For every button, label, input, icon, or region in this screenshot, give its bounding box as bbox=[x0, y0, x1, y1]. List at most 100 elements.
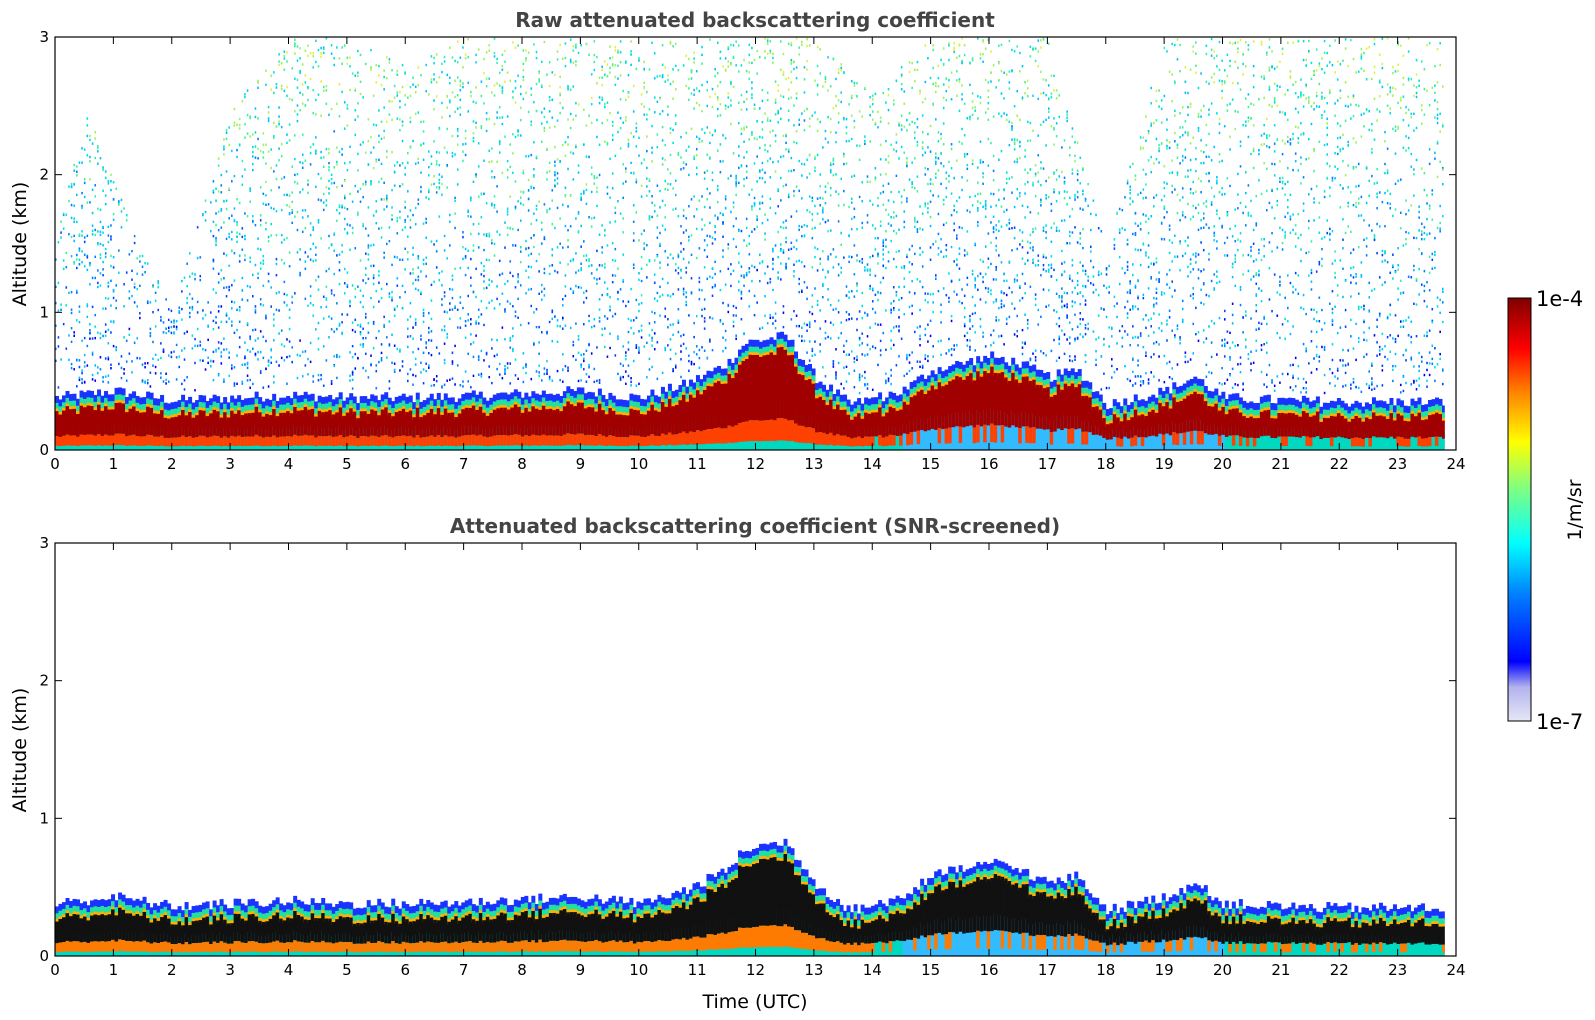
noise-pixel bbox=[393, 171, 396, 174]
noise-pixel bbox=[877, 110, 879, 114]
noise-pixel bbox=[414, 206, 417, 210]
noise-pixel bbox=[249, 386, 251, 389]
noise-pixel bbox=[703, 224, 706, 227]
noise-pixel bbox=[751, 46, 753, 50]
noise-pixel bbox=[822, 211, 824, 214]
noise-pixel bbox=[619, 98, 622, 101]
noise-pixel bbox=[908, 248, 911, 251]
noise-pixel bbox=[785, 236, 787, 240]
noise-pixel bbox=[60, 358, 62, 361]
noise-pixel bbox=[262, 284, 265, 287]
noise-pixel bbox=[609, 45, 611, 48]
noise-pixel bbox=[961, 301, 963, 305]
noise-pixel bbox=[1024, 216, 1026, 219]
noise-pixel bbox=[811, 114, 814, 117]
noise-pixel bbox=[333, 63, 336, 67]
noise-pixel bbox=[540, 242, 543, 245]
noise-pixel bbox=[887, 213, 890, 216]
noise-pixel bbox=[498, 302, 501, 306]
noise-pixel bbox=[740, 318, 743, 321]
noise-pixel bbox=[278, 63, 280, 67]
noise-pixel bbox=[91, 229, 94, 233]
noise-pixel bbox=[703, 171, 706, 174]
noise-pixel bbox=[322, 165, 325, 169]
noise-pixel bbox=[740, 290, 743, 294]
noise-pixel bbox=[774, 101, 777, 104]
noise-pixel bbox=[1053, 268, 1055, 272]
noise-pixel bbox=[816, 299, 819, 303]
noise-pixel bbox=[669, 153, 672, 157]
noise-pixel bbox=[470, 90, 472, 94]
noise-pixel bbox=[551, 264, 554, 267]
noise-pixel bbox=[462, 257, 464, 261]
noise-pixel bbox=[580, 224, 582, 228]
noise-pixel bbox=[561, 298, 564, 301]
noise-pixel bbox=[795, 324, 798, 328]
noise-pixel bbox=[312, 304, 315, 307]
noise-pixel bbox=[646, 113, 648, 116]
noise-pixel bbox=[690, 77, 693, 80]
noise-pixel bbox=[984, 301, 987, 304]
noise-pixel bbox=[816, 129, 819, 133]
noise-pixel bbox=[70, 291, 73, 294]
noise-pixel bbox=[948, 300, 950, 303]
noise-pixel bbox=[646, 185, 648, 188]
noise-pixel bbox=[548, 170, 551, 173]
noise-pixel bbox=[869, 284, 871, 288]
noise-pixel bbox=[459, 98, 462, 102]
noise-pixel bbox=[446, 73, 449, 77]
noise-pixel bbox=[703, 239, 706, 242]
noise-pixel bbox=[892, 148, 895, 151]
noise-pixel bbox=[664, 143, 667, 147]
noise-pixel bbox=[611, 242, 614, 245]
noise-pixel bbox=[998, 112, 1000, 115]
noise-pixel bbox=[351, 378, 354, 382]
noise-pixel bbox=[1047, 176, 1050, 179]
noise-pixel bbox=[506, 210, 509, 213]
noise-pixel bbox=[480, 216, 483, 219]
noise-pixel bbox=[669, 172, 672, 175]
noise-pixel bbox=[231, 249, 233, 252]
noise-pixel bbox=[688, 173, 690, 177]
noise-pixel bbox=[590, 121, 593, 125]
noise-pixel bbox=[956, 258, 958, 261]
noise-pixel bbox=[948, 272, 950, 275]
noise-pixel bbox=[674, 64, 677, 68]
noise-pixel bbox=[556, 319, 559, 322]
noise-pixel bbox=[265, 162, 267, 165]
noise-pixel bbox=[83, 181, 86, 185]
noise-pixel bbox=[83, 353, 86, 357]
noise-pixel bbox=[464, 255, 467, 258]
noise-pixel bbox=[525, 155, 527, 158]
noise-pixel bbox=[338, 57, 341, 60]
noise-pixel bbox=[1040, 198, 1042, 201]
noise-pixel bbox=[858, 378, 861, 382]
noise-pixel bbox=[827, 288, 829, 291]
noise-pixel bbox=[338, 212, 341, 215]
noise-pixel bbox=[803, 163, 806, 166]
noise-pixel bbox=[583, 108, 585, 111]
noise-pixel bbox=[435, 53, 438, 56]
noise-pixel bbox=[956, 56, 958, 59]
noise-pixel bbox=[822, 85, 824, 88]
noise-pixel bbox=[632, 239, 635, 242]
noise-pixel bbox=[97, 331, 99, 334]
noise-pixel bbox=[165, 372, 167, 375]
noise-pixel bbox=[540, 379, 543, 382]
noise-pixel bbox=[748, 270, 751, 274]
noise-pixel bbox=[522, 75, 525, 79]
noise-pixel bbox=[543, 237, 546, 241]
noise-pixel bbox=[343, 196, 346, 200]
noise-pixel bbox=[514, 310, 517, 313]
noise-pixel bbox=[874, 167, 877, 170]
noise-pixel bbox=[83, 195, 86, 199]
noise-pixel bbox=[301, 102, 304, 105]
noise-pixel bbox=[751, 188, 753, 191]
noise-pixel bbox=[861, 374, 864, 378]
noise-pixel bbox=[998, 61, 1000, 65]
noise-pixel bbox=[1016, 197, 1019, 200]
noise-pixel bbox=[378, 360, 380, 364]
noise-pixel bbox=[908, 361, 911, 364]
noise-pixel bbox=[879, 192, 882, 195]
noise-pixel bbox=[892, 257, 895, 261]
